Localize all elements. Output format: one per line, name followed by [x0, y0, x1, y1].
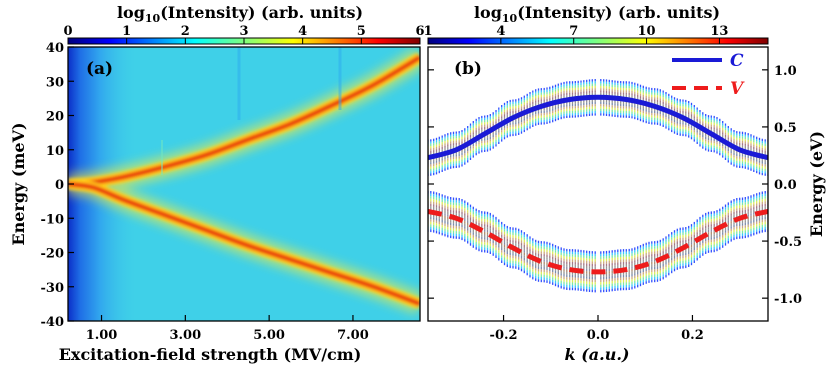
heatmap-branches	[68, 52, 420, 310]
legend-v-label: V	[730, 79, 745, 99]
axes-b-xlabel-text: k (a.u.)	[565, 345, 630, 364]
colorbar-b	[428, 38, 768, 44]
branch-core-lower	[68, 182, 420, 306]
panel-a: log10(Intensity) (arb. units) 0 1 2 3 4 5 6 1.…	[9, 3, 425, 364]
axes-b-xlabel: k (a.u.)	[565, 345, 630, 364]
ytick-label: -40	[41, 315, 65, 330]
legend-b: C V	[672, 51, 745, 99]
xtick-label: -0.2	[490, 328, 518, 343]
series-v-line	[428, 208, 768, 275]
axes-b-yticks: 1.0 0.5 0.0 -0.5 -1.0	[428, 64, 802, 307]
ytick-label: -20	[41, 247, 65, 262]
series-c-line	[428, 94, 768, 161]
colorbar-b-title: log10(Intensity) (arb. units)	[474, 3, 720, 25]
colorbar-a-title: log10(Intensity) (arb. units)	[117, 3, 363, 25]
colorbar-tick-label: 6	[415, 24, 424, 39]
ytick-label: 0.5	[774, 121, 797, 136]
axes-a-ylabel: Energy (meV)	[9, 122, 28, 245]
colorbar-tick-label: 4	[496, 24, 505, 39]
axes-a-xticks: 1.00 3.00 5.00 7.00	[86, 315, 369, 343]
ytick-label: 1.0	[774, 64, 797, 79]
colorbar-tick-label: 4	[298, 24, 307, 39]
colorbar-tick-label: 0	[63, 24, 72, 39]
colorbar-tick-label: 1	[423, 24, 432, 39]
ytick-label: -0.5	[774, 235, 802, 250]
colorbar-tick-label: 3	[239, 24, 248, 39]
panel-a-label: (a)	[86, 59, 113, 79]
colorbar-tick-label: 13	[710, 24, 728, 39]
xtick-label: 7.00	[337, 328, 369, 343]
colorbar-a-ticks: 0 1 2 3 4 5 6	[63, 24, 425, 44]
axes-b-ylabel: Energy (eV)	[807, 131, 826, 237]
branch-core-upper	[68, 56, 420, 186]
legend-c-label: C	[730, 51, 744, 71]
axes-b-background	[428, 47, 768, 321]
xtick-label: 5.00	[253, 328, 285, 343]
ytick-label: -30	[41, 281, 65, 296]
panel-b: log10(Intensity) (arb. units) 1 4 7 10 13 -0…	[423, 3, 826, 364]
ytick-label: -10	[41, 212, 65, 227]
ytick-label: 40	[46, 41, 64, 56]
axes-b-xticks: -0.2 0.0 0.2	[490, 315, 704, 343]
colorbar-tick-label: 10	[638, 24, 656, 39]
ytick-label: -1.0	[774, 292, 802, 307]
ytick-label: 30	[46, 75, 64, 90]
panel-b-label: (b)	[454, 59, 482, 79]
colorbar-tick-label: 1	[122, 24, 131, 39]
xtick-label: 0.0	[587, 328, 610, 343]
ytick-label: 0.0	[774, 178, 797, 193]
axes-a-yticks: 40 30 20 10 0 -10 -20 -30 -40	[41, 41, 74, 330]
colorbar-tick-label: 7	[569, 24, 578, 39]
colorbar-b-ticks: 1 4 7 10 13	[423, 24, 728, 44]
ytick-label: 0	[55, 178, 64, 193]
colorbar-tick-label: 5	[357, 24, 366, 39]
xtick-label: 3.00	[169, 328, 201, 343]
xtick-label: 1.00	[86, 328, 118, 343]
xtick-label: 0.2	[681, 328, 704, 343]
axes-a-xlabel: Excitation-field strength (MV/cm)	[59, 345, 362, 364]
ytick-label: 20	[46, 110, 64, 125]
ytick-label: 10	[46, 144, 64, 159]
colorbar-tick-label: 2	[181, 24, 190, 39]
